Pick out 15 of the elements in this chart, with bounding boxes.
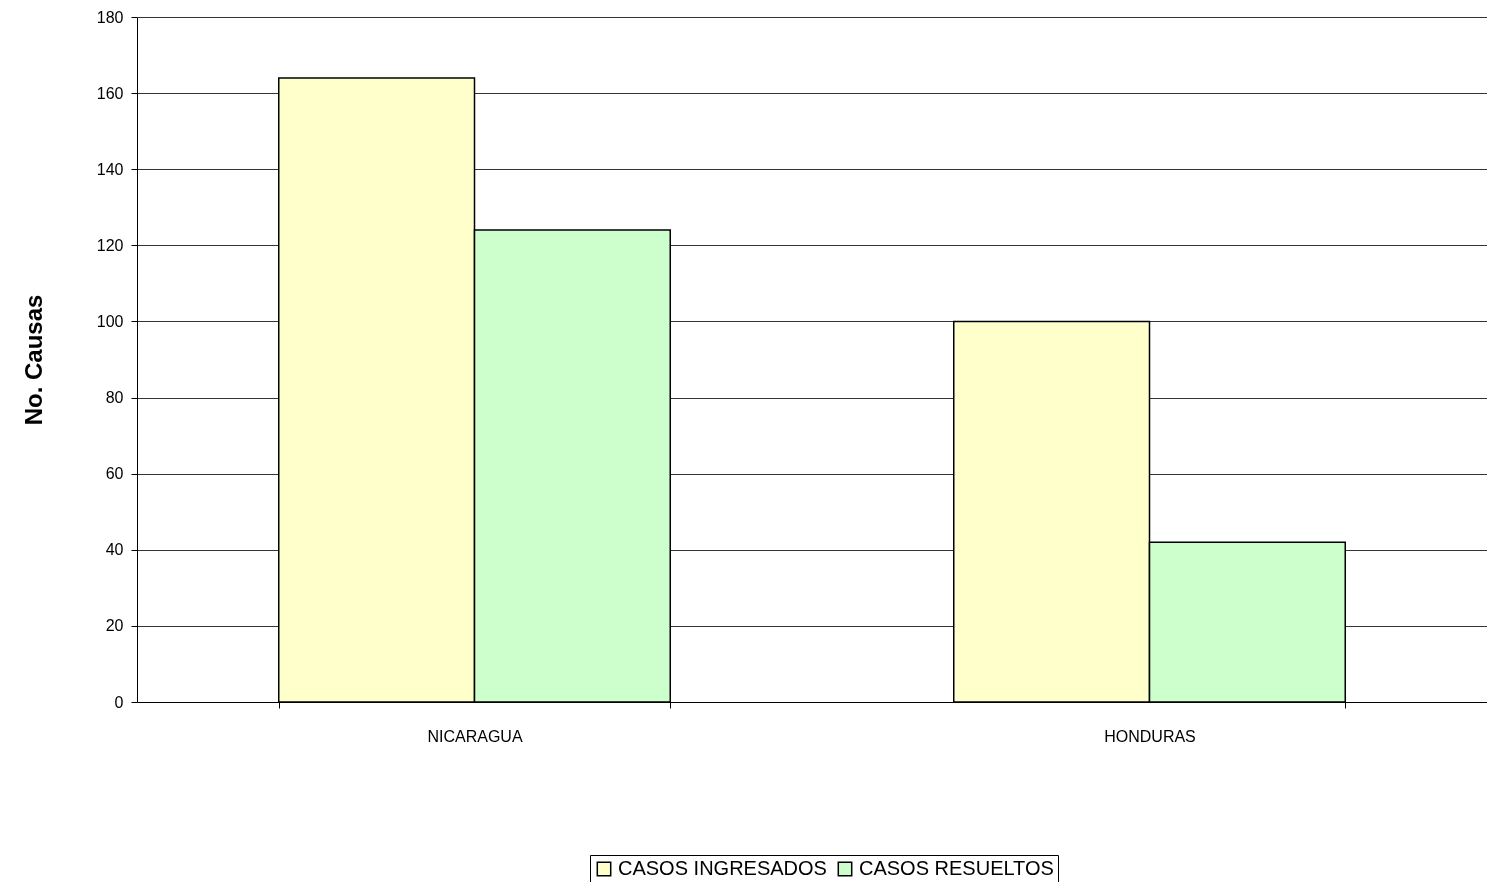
- y-tick-label: 0: [114, 693, 124, 711]
- y-tick-label: 160: [96, 84, 124, 102]
- y-tick-label: 100: [96, 312, 124, 330]
- y-tick-label: 180: [96, 8, 124, 26]
- y-tick-label: 40: [105, 541, 124, 559]
- y-axis-title: No. Causas: [19, 294, 47, 426]
- legend-label: CASOS RESUELTOS: [859, 857, 1054, 879]
- y-tick-label: 60: [105, 465, 124, 483]
- y-tick-label: 140: [96, 160, 124, 178]
- x-tick-label: NICARAGUA: [427, 727, 523, 745]
- y-tick-label: 120: [96, 236, 124, 254]
- y-tick-label: 20: [105, 617, 124, 635]
- x-tick-label: HONDURAS: [1104, 727, 1196, 745]
- legend-label: CASOS INGRESADOS: [618, 857, 827, 879]
- y-tick-label: 80: [105, 389, 124, 407]
